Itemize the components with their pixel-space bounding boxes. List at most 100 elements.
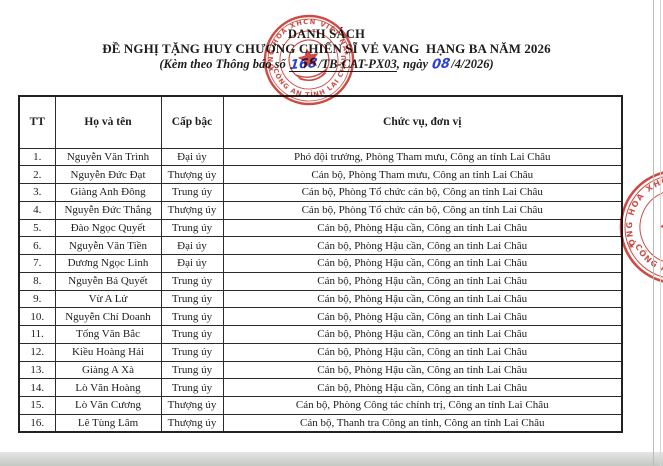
cell-name: Lê Tùng Lâm [54, 413, 162, 433]
cell-rank: Trung úy [160, 218, 224, 238]
cell-rank: Đại úy [160, 147, 224, 167]
scan-page-bottom-edge [0, 452, 663, 466]
document-title: DANH SÁCH [287, 27, 366, 41]
table-row: 15. Lò Văn Cương Thượng úy Cán bộ, Phòng… [18, 396, 623, 415]
note-prefix: (Kèm theo Thông báo số [159, 57, 289, 71]
cell-name: Nguyễn Đức Thắng [54, 200, 162, 220]
table-row: 10. Nguyễn Chí Doanh Trung úy Cán bộ, Ph… [18, 307, 623, 326]
handwritten-day: 08 [431, 56, 452, 73]
scan-page-right-edge-2 [660, 0, 661, 466]
cell-position: Cán bộ, Phòng Hậu cần, Công an tỉnh Lai … [222, 378, 623, 397]
cell-rank: Trung úy [160, 378, 224, 397]
handwritten-number: 168 [289, 55, 318, 74]
document-header: DANH SÁCH ĐỀ NGHỊ TẶNG HUY CHƯƠNG CHIẾN … [0, 27, 653, 73]
cell-name: Dương Ngọc Linh [54, 254, 162, 273]
cell-name: Lò Văn Hoàng [54, 378, 162, 397]
table-row: 1. Nguyễn Văn Trình Đại úy Phó đội trưởn… [18, 147, 623, 167]
col-header-tt: TT [18, 95, 56, 149]
cell-name: Nguyễn Bá Quyết [54, 271, 162, 291]
table-row: 7. Dương Ngọc Linh Đại úy Cán bộ, Phòng … [18, 254, 623, 273]
cell-name: Lò Văn Cương [54, 396, 162, 415]
cell-rank: Trung úy [160, 360, 224, 380]
cell-tt: 5. [18, 218, 56, 238]
cell-tt: 15. [18, 396, 56, 415]
table-row: 3. Giàng Anh Đông Trung úy Cán bộ, Phòng… [18, 183, 623, 202]
roster-table: TT Họ và tên Cấp bậc Chức vụ, đơn vị 1. … [18, 95, 623, 433]
cell-tt: 1. [18, 147, 56, 167]
cell-position: Cán bộ, Phòng Hậu cần, Công an tỉnh Lai … [222, 360, 623, 380]
cell-position: Cán bộ, Phòng Công tác chính trị, Công a… [222, 396, 623, 415]
table-row: 6. Nguyễn Văn Tiền Đại úy Cán bộ, Phòng … [18, 236, 623, 255]
document-subtitle: ĐỀ NGHỊ TẶNG HUY CHƯƠNG CHIẾN SĨ VẺ VANG… [102, 41, 551, 56]
cell-name: Vừ A Lử [54, 289, 162, 309]
cell-rank: Trung úy [160, 325, 224, 344]
table-row: 13. Giàng A Xà Trung úy Cán bộ, Phòng Hậ… [18, 360, 623, 380]
cell-tt: 6. [18, 236, 56, 255]
table-row: 4. Nguyễn Đức Thắng Thượng úy Cán bộ, Ph… [18, 200, 623, 220]
cell-name: Nguyễn Chí Doanh [54, 307, 162, 326]
cell-name: Nguyễn Văn Tiền [54, 236, 162, 255]
note-code: /TB-CAT-PX03 [318, 57, 397, 71]
cell-tt: 9. [18, 289, 56, 309]
cell-position: Cán bộ, Phòng Tổ chức cán bộ, Công an tỉ… [222, 183, 623, 202]
cell-rank: Trung úy [160, 183, 224, 202]
cell-position: Cán bộ, Phòng Hậu cần, Công an tỉnh Lai … [222, 254, 623, 273]
cell-rank: Thượng úy [160, 165, 224, 184]
cell-tt: 8. [18, 271, 56, 291]
cell-tt: 3. [18, 183, 56, 202]
cell-position: Cán bộ, Phòng Hậu cần, Công an tỉnh Lai … [222, 289, 623, 309]
roster-table-body: 1. Nguyễn Văn Trình Đại úy Phó đội trưởn… [18, 147, 623, 433]
document-reference-note: (Kèm theo Thông báo số 168/TB-CAT-PX03, … [0, 56, 653, 73]
cell-name: Giàng Anh Đông [54, 183, 162, 202]
cell-name: Nguyễn Văn Trình [54, 147, 162, 167]
stamp-right-bottom-text: CÔNG AN TỈNH LAI CHÂU [633, 210, 663, 290]
col-header-rank: Cấp bậc [160, 95, 224, 149]
cell-tt: 4. [18, 200, 56, 220]
cell-position: Cán bộ, Phòng Hậu cần, Công an tỉnh Lai … [222, 236, 623, 255]
col-header-position: Chức vụ, đơn vị [222, 95, 623, 149]
cell-rank: Đại úy [160, 236, 224, 255]
cell-rank: Thượng úy [160, 413, 224, 433]
table-row: 5. Đào Ngọc Quyết Trung úy Cán bộ, Phòng… [18, 218, 623, 238]
cell-rank: Thượng úy [160, 200, 224, 220]
cell-position: Cán bộ, Phòng Tham mưu, Công an tỉnh Lai… [222, 165, 623, 184]
table-row: 16. Lê Tùng Lâm Thượng úy Cán bộ, Thanh … [18, 413, 623, 433]
note-underlined-number: 168/TB-CAT-PX03 [288, 55, 397, 74]
cell-tt: 11. [18, 325, 56, 344]
cell-position: Cán bộ, Phòng Hậu cần, Công an tỉnh Lai … [222, 218, 623, 238]
cell-tt: 7. [18, 254, 56, 273]
table-header-row: TT Họ và tên Cấp bậc Chức vụ, đơn vị [18, 95, 623, 149]
table-row: 8. Nguyễn Bá Quyết Trung úy Cán bộ, Phòn… [18, 271, 623, 291]
cell-rank: Trung úy [160, 289, 224, 309]
note-after-code: , ngày [396, 57, 432, 71]
table-row: 11. Tống Văn Bắc Trung úy Cán bộ, Phòng … [18, 325, 623, 344]
cell-position: Cán bộ, Phòng Hậu cần, Công an tỉnh Lai … [222, 307, 623, 326]
cell-name: Nguyễn Đức Đạt [54, 165, 162, 184]
cell-rank: Trung úy [160, 342, 224, 362]
cell-tt: 13. [18, 360, 56, 380]
cell-name: Tống Văn Bắc [54, 325, 162, 344]
cell-position: Cán bộ, Phòng Hậu cần, Công an tỉnh Lai … [222, 271, 623, 291]
cell-rank: Đại úy [160, 254, 224, 273]
table-row: 9. Vừ A Lử Trung úy Cán bộ, Phòng Hậu cầ… [18, 289, 623, 309]
cell-name: Kiều Hoàng Hải [54, 342, 162, 362]
cell-tt: 16. [18, 413, 56, 433]
cell-position: Cán bộ, Phòng Hậu cần, Công an tỉnh Lai … [222, 342, 623, 362]
col-header-name: Họ và tên [54, 95, 162, 149]
cell-name: Đào Ngọc Quyết [54, 218, 162, 238]
note-suffix: /4/2026) [451, 57, 494, 71]
table-row: 12. Kiều Hoàng Hải Trung úy Cán bộ, Phòn… [18, 342, 623, 362]
cell-tt: 12. [18, 342, 56, 362]
cell-rank: Trung úy [160, 307, 224, 326]
scan-page-right-edge [653, 0, 654, 466]
cell-tt: 2. [18, 165, 56, 184]
table-row: 2. Nguyễn Đức Đạt Thượng úy Cán bộ, Phòn… [18, 165, 623, 184]
cell-position: Cán bộ, Phòng Hậu cần, Công an tỉnh Lai … [222, 325, 623, 344]
cell-position: Phó đội trưởng, Phòng Tham mưu, Công an … [222, 147, 623, 167]
svg-text:CÔNG AN TỈNH LAI CHÂU: CÔNG AN TỈNH LAI CHÂU [633, 210, 663, 290]
cell-position: Cán bộ, Phòng Tổ chức cán bộ, Công an tỉ… [222, 200, 623, 220]
cell-tt: 10. [18, 307, 56, 326]
cell-position: Cán bộ, Thanh tra Công an tỉnh, Công an … [222, 413, 623, 433]
cell-tt: 14. [18, 378, 56, 397]
